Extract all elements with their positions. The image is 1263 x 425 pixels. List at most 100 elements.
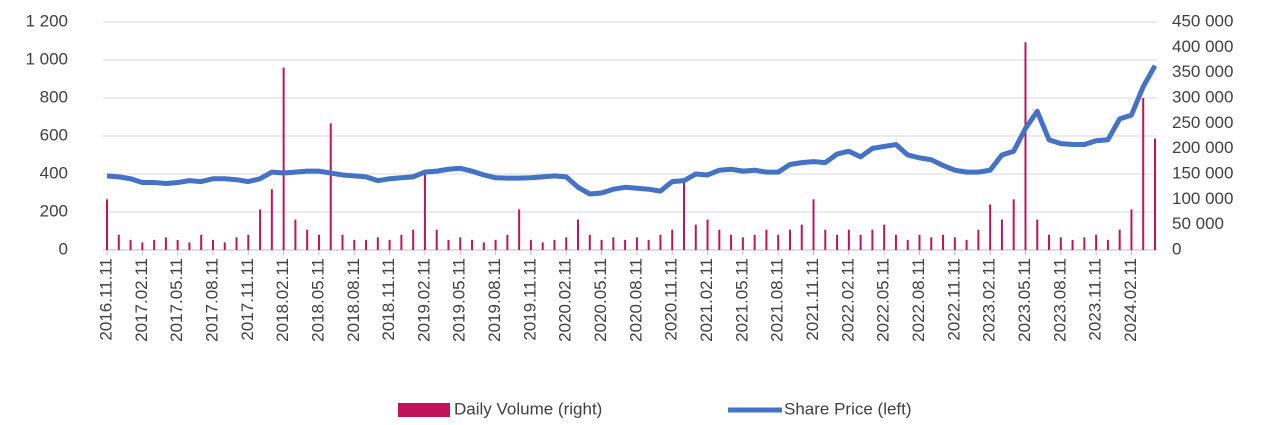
volume-bar [117, 234, 120, 250]
volume-bar [482, 242, 485, 250]
legend-swatch [398, 403, 450, 417]
volume-bar [565, 237, 568, 250]
volume-bar [235, 237, 238, 250]
volume-bar [1095, 234, 1098, 250]
volume-bar [494, 239, 497, 250]
volume-bar [836, 234, 839, 250]
legend-label: Daily Volume (right) [454, 399, 602, 418]
price-line [106, 64, 1158, 197]
volume-bar [553, 239, 556, 250]
volume-bar [977, 229, 980, 250]
volume-bar [777, 234, 780, 250]
volume-bar [706, 219, 709, 250]
y-tick-label: 0 [59, 239, 68, 258]
volume-bar [176, 239, 179, 250]
volume-bar [741, 237, 744, 250]
volume-bar [211, 239, 214, 250]
volume-bar [753, 234, 756, 250]
volume-bar [682, 179, 685, 250]
volume-bar [459, 237, 462, 250]
volume-bar [1083, 237, 1086, 250]
volume-bar [1048, 234, 1051, 250]
volume-bar [247, 234, 250, 250]
volume-bar [989, 204, 992, 250]
x-tick-label: 2022.11.11 [944, 258, 963, 341]
volume-bar [965, 239, 968, 250]
volume-bar [647, 239, 650, 250]
volume-bar [471, 239, 474, 250]
x-tick-label: 2021.08.11 [768, 258, 787, 342]
y2-tick-label: 150 000 [1172, 163, 1233, 182]
volume-bar [1000, 219, 1003, 250]
x-tick-label: 2020.02.11 [556, 258, 575, 342]
volume-bar [188, 242, 191, 250]
volume-bar [765, 229, 768, 250]
volume-bar [930, 237, 933, 250]
y-tick-label: 200 [40, 201, 68, 220]
x-tick-label: 2021.05.11 [732, 258, 751, 342]
volume-bar [1118, 229, 1121, 250]
volume-bar [329, 123, 332, 250]
volume-bar [588, 234, 591, 250]
volume-bar [812, 199, 815, 250]
volume-bar [1142, 98, 1145, 250]
volume-bar [141, 242, 144, 250]
y-tick-label: 600 [40, 125, 68, 144]
x-tick-label: 2019.05.11 [450, 258, 469, 342]
volume-bar [847, 229, 850, 250]
volume-bar [306, 229, 309, 250]
y2-tick-label: 450 000 [1172, 11, 1233, 30]
volume-bar [223, 242, 226, 250]
y2-tick-label: 400 000 [1172, 37, 1233, 56]
volume-bar [259, 209, 262, 250]
volume-bar [164, 237, 167, 250]
volume-bar [341, 234, 344, 250]
volume-bar [624, 239, 627, 250]
x-tick-label: 2018.02.11 [273, 258, 292, 342]
volume-bar [294, 219, 297, 250]
volume-bar [200, 234, 203, 250]
y-tick-label: 400 [40, 163, 68, 182]
volume-bar [1154, 138, 1156, 250]
volume-bar [883, 224, 886, 250]
volume-bar [800, 224, 803, 250]
y2-tick-label: 350 000 [1172, 62, 1233, 81]
x-tick-label: 2024.02.11 [1121, 258, 1140, 342]
volume-bar [1071, 239, 1074, 250]
x-tick-label: 2023.05.11 [1015, 258, 1034, 342]
volume-bar [1059, 237, 1062, 250]
volume-bar [659, 234, 662, 250]
volume-bar [788, 229, 791, 250]
x-tick-label: 2017.02.11 [132, 258, 151, 342]
volume-bar [824, 229, 827, 250]
x-tick-label: 2017.05.11 [167, 258, 186, 342]
x-tick-label: 2019.11.11 [520, 258, 539, 341]
volume-bar [894, 234, 897, 250]
y-tick-label: 800 [40, 87, 68, 106]
volume-bar [106, 199, 108, 250]
volume-bar [718, 229, 721, 250]
volume-bar [129, 239, 132, 250]
x-tick-label: 2020.05.11 [591, 258, 610, 342]
y2-tick-label: 250 000 [1172, 113, 1233, 132]
volume-bar [388, 239, 391, 250]
volume-bar [529, 239, 532, 250]
x-tick-label: 2016.11.11 [96, 258, 115, 341]
volume-bar [447, 239, 450, 250]
volume-bar [1036, 219, 1039, 250]
volume-bar [612, 237, 615, 250]
y2-tick-label: 300 000 [1172, 87, 1233, 106]
x-tick-label: 2017.08.11 [202, 258, 221, 342]
y2-tick-label: 100 000 [1172, 189, 1233, 208]
volume-bar [317, 234, 320, 250]
x-tick-label: 2020.08.11 [626, 258, 645, 342]
volume-bar [365, 239, 368, 250]
volume-bar [353, 239, 356, 250]
volume-bar [1106, 239, 1109, 250]
y-tick-label: 1 200 [25, 11, 68, 30]
x-tick-label: 2022.08.11 [909, 258, 928, 342]
volume-bar [694, 224, 697, 250]
x-tick-label: 2023.02.11 [980, 258, 999, 342]
legend-label: Share Price (left) [784, 399, 912, 418]
